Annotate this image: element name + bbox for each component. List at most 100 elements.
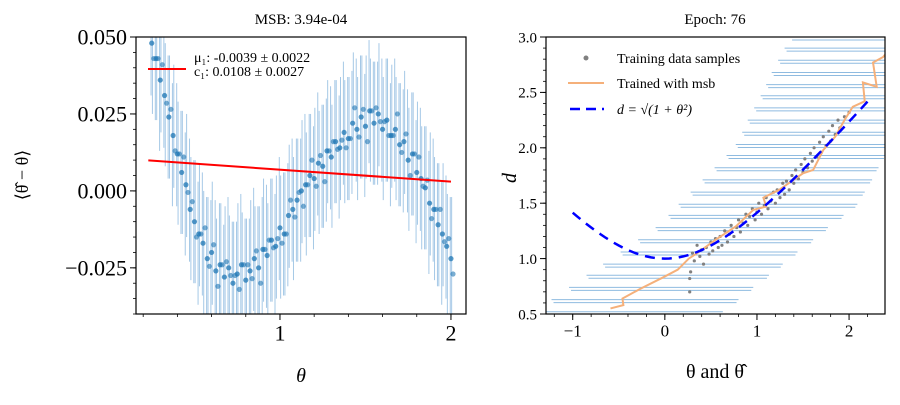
right-y-tick-label: 1.5 <box>518 196 537 212</box>
data-point <box>379 126 386 132</box>
data-point <box>347 135 354 142</box>
data-point <box>223 259 230 265</box>
data-point <box>234 271 240 277</box>
data-point <box>211 242 217 248</box>
data-point <box>309 157 315 163</box>
data-point <box>170 132 176 139</box>
data-point <box>176 151 183 157</box>
legend-truth-label: d = √(1 + θ²) <box>617 103 692 118</box>
data-point <box>446 235 452 242</box>
data-point <box>249 276 255 282</box>
training-sample-point <box>692 259 696 263</box>
data-point <box>279 240 285 246</box>
data-point <box>290 206 296 212</box>
data-point <box>339 137 345 143</box>
data-point <box>294 197 300 203</box>
data-point <box>164 100 170 106</box>
data-point <box>341 129 347 136</box>
left-y-tick-label: 0.025 <box>78 102 128 127</box>
data-point <box>183 182 189 188</box>
data-point <box>437 206 443 212</box>
data-point <box>328 154 334 160</box>
data-point <box>208 249 215 256</box>
right-x-tick-label: 1 <box>753 321 762 340</box>
data-point <box>311 175 317 182</box>
training-sample-point <box>688 290 692 294</box>
data-point <box>253 248 259 254</box>
data-point <box>414 169 420 176</box>
data-point <box>394 111 401 117</box>
left-y-tick-label: −0.025 <box>65 256 127 281</box>
training-sample-point <box>799 162 803 167</box>
training-sample-point <box>830 124 835 128</box>
data-point <box>287 197 294 203</box>
data-point <box>213 268 219 274</box>
left-x-axis-label: θ <box>296 365 306 387</box>
right-y-axis-label: d <box>499 172 521 183</box>
data-point <box>292 214 298 220</box>
data-point <box>230 280 236 286</box>
data-point <box>305 182 311 188</box>
data-point <box>206 263 212 269</box>
data-point <box>168 106 174 112</box>
training-sample-point <box>716 245 720 250</box>
training-sample-point <box>773 201 777 205</box>
data-point <box>275 235 281 242</box>
data-point <box>307 172 313 179</box>
data-point <box>411 151 418 157</box>
training-sample-point <box>746 223 750 227</box>
left-x-tick-label: 1 <box>274 321 285 346</box>
data-point <box>322 179 328 185</box>
right-axes-frame <box>545 36 886 315</box>
right-x-tick-label: −1 <box>564 321 582 340</box>
training-sample-point <box>808 151 812 155</box>
training-sample-point <box>821 135 825 139</box>
data-point <box>429 215 435 222</box>
data-point <box>407 172 413 179</box>
legend-c1: c₁: 0.0108 ± 0.0027 <box>194 65 304 80</box>
data-point <box>377 119 383 125</box>
training-sample-point <box>836 118 840 122</box>
left-y-tick-label: 0.050 <box>78 25 128 50</box>
data-point <box>416 154 422 160</box>
legend-samples-label: Training data samples <box>617 52 740 67</box>
data-point <box>226 265 232 271</box>
training-sample-point <box>766 207 770 211</box>
training-sample-point <box>725 240 730 244</box>
training-sample-point <box>701 262 706 266</box>
data-point <box>399 149 405 156</box>
data-point <box>159 62 165 68</box>
data-point <box>228 272 234 279</box>
fit-line <box>148 159 452 183</box>
right-y-tick-label: 2.0 <box>518 141 537 157</box>
training-sample-point <box>794 168 798 172</box>
data-point <box>189 199 195 205</box>
data-point <box>364 139 371 145</box>
data-point <box>448 256 454 262</box>
data-point <box>332 139 339 145</box>
data-point <box>401 139 407 145</box>
training-sample-point <box>729 223 733 227</box>
data-point <box>371 120 377 126</box>
data-point <box>358 114 364 120</box>
right-x-tick-label: 2 <box>845 321 854 340</box>
data-point <box>315 160 322 166</box>
right-legend: Training data samples Trained with msb d… <box>568 52 740 118</box>
data-point <box>247 268 253 274</box>
right-x-tick-label: 0 <box>661 321 670 340</box>
data-point <box>157 77 163 83</box>
data-point <box>356 134 362 140</box>
right-y-tick-label: 1.0 <box>518 252 537 268</box>
training-sample-point <box>720 243 724 247</box>
trained-line <box>610 54 885 310</box>
data-point <box>215 283 221 289</box>
data-point <box>262 246 268 252</box>
data-point <box>277 225 283 231</box>
data-point <box>166 114 172 120</box>
training-sample-point <box>817 140 822 144</box>
right-y-tick-label: 2.5 <box>518 86 537 102</box>
data-point <box>255 265 262 271</box>
data-point <box>149 40 155 46</box>
data-point <box>369 108 375 114</box>
